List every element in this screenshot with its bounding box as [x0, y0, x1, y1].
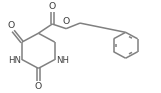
Text: O: O	[62, 17, 70, 26]
Text: O: O	[35, 82, 42, 91]
Text: O: O	[8, 21, 15, 30]
Text: NH: NH	[56, 56, 69, 65]
Text: O: O	[49, 2, 56, 11]
Text: HN: HN	[8, 56, 21, 65]
